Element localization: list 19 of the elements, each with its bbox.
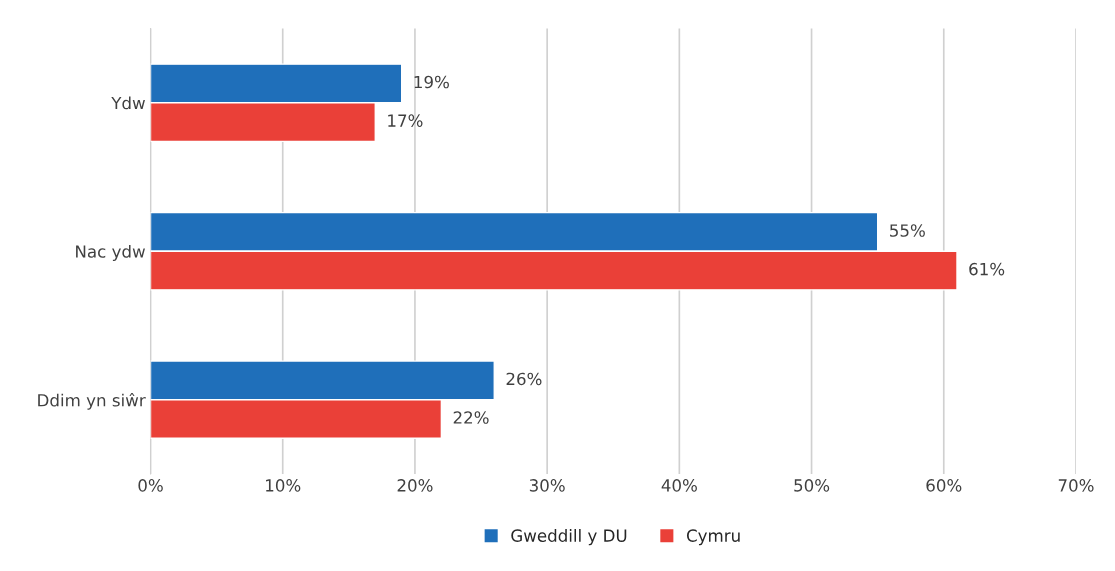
x-tick-label: 30% (529, 479, 565, 492)
y-tick-label: Nac ydw (76, 244, 145, 262)
x-tick-label: 70% (1058, 479, 1094, 492)
data-label: 22% (453, 411, 489, 424)
x-tick-label: 20% (397, 479, 433, 492)
data-label: 61% (969, 262, 1005, 276)
y-tick-label: Ddim yn siŵr (38, 393, 146, 410)
legend-label: Cymru (686, 529, 740, 546)
data-label: 26% (506, 372, 542, 386)
y-tick-label: Ydw (111, 96, 145, 110)
data-label: 55% (890, 224, 925, 237)
data-label: 19% (414, 75, 449, 89)
x-tick-label: 50% (794, 479, 830, 492)
legend-label: Gweddill y DU (511, 529, 627, 546)
x-tick-label: 60% (926, 479, 962, 492)
x-tick-label: 40% (661, 479, 697, 492)
x-tick-label: 0% (138, 479, 163, 492)
x-tick-label: 10% (266, 479, 301, 492)
data-label: 17% (388, 114, 423, 127)
